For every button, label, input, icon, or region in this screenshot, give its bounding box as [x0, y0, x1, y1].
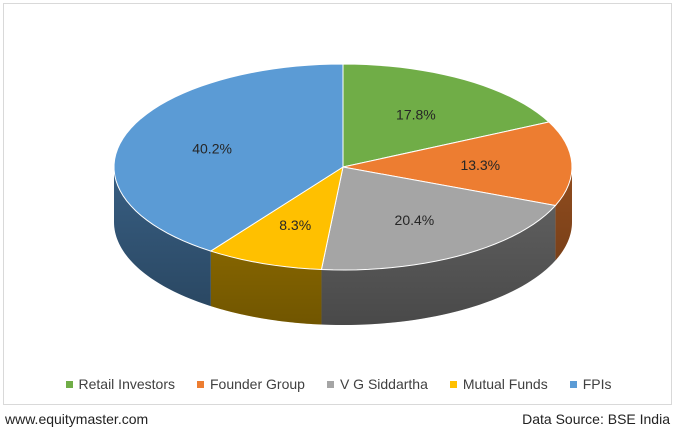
legend-item-vg-siddartha: V G Siddartha	[326, 376, 428, 392]
data-label-v-g-siddartha: 20.4%	[395, 212, 435, 228]
data-label-retail-investors: 17.8%	[396, 107, 436, 123]
data-label-founder-group: 13.3%	[460, 157, 500, 173]
pie-slice-mutual-funds	[209, 165, 344, 271]
legend-label: Mutual Funds	[462, 376, 548, 392]
pie-slice-fpis	[113, 63, 344, 252]
legend-label: V G Siddartha	[339, 376, 428, 392]
data-label-mutual-funds: 8.3%	[279, 217, 311, 233]
legend-label: Retail Investors	[78, 376, 175, 392]
chart-legend: Retail Investors Founder Group V G Sidda…	[4, 376, 673, 392]
legend-swatch	[326, 380, 334, 388]
legend-swatch	[65, 380, 73, 388]
pie-slice-v-g-siddartha	[320, 166, 557, 271]
pie-slice-founder-group	[342, 121, 573, 207]
pie-side-walls	[114, 167, 572, 325]
pie-top-faces	[113, 63, 573, 271]
legend-swatch	[449, 380, 457, 388]
legend-item-fpis: FPIs	[569, 376, 612, 392]
pie-data-labels: 17.8% 13.3% 20.4% 8.3% 40.2%	[192, 107, 500, 233]
legend-swatch	[196, 380, 204, 388]
site-url: www.equitymaster.com	[5, 411, 149, 427]
legend-item-mutual-funds: Mutual Funds	[449, 376, 548, 392]
legend-item-retail-investors: Retail Investors	[65, 376, 175, 392]
data-source: Data Source: BSE India	[522, 411, 670, 427]
legend-label: Founder Group	[209, 376, 305, 392]
legend-swatch	[569, 380, 577, 388]
legend-item-founder-group: Founder Group	[196, 376, 305, 392]
chart-frame: 17.8% 13.3% 20.4% 8.3% 40.2% Retail Investor…	[3, 3, 672, 405]
legend-label: FPIs	[582, 376, 612, 392]
pie-slice-retail-investors	[342, 63, 551, 168]
pie-side-shading	[114, 167, 572, 325]
pie-chart: 17.8% 13.3% 20.4% 8.3% 40.2%	[113, 63, 573, 325]
data-label-fpis: 40.2%	[192, 140, 232, 156]
